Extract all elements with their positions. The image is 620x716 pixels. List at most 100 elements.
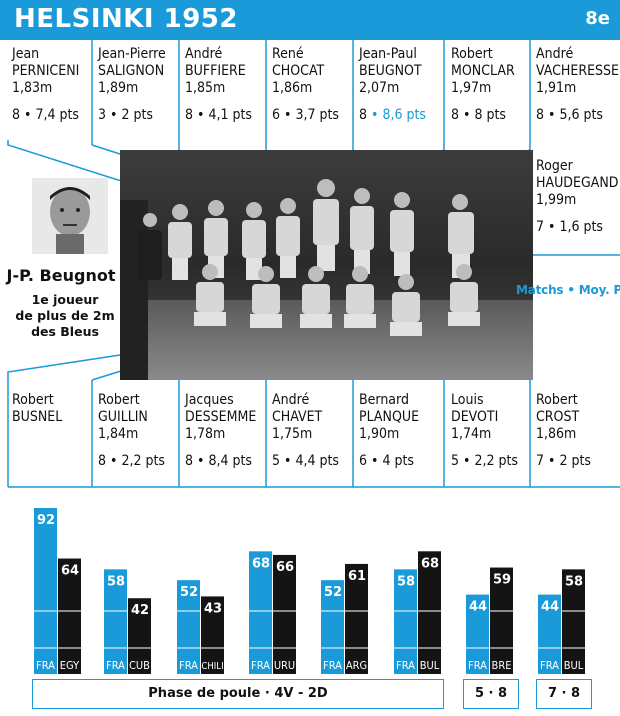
opponent-bar bbox=[58, 558, 81, 674]
player-last-name: SALIGNON bbox=[98, 63, 165, 79]
france-value: 92 bbox=[37, 513, 55, 528]
player-stats: 8 • 4,1 pts bbox=[185, 107, 252, 123]
france-team-label: FRA bbox=[468, 659, 487, 672]
player-stats: 8 • 7,4 pts bbox=[12, 107, 79, 123]
opponent-team-label: BUL bbox=[564, 659, 584, 672]
france-bar bbox=[34, 508, 57, 674]
player-stats: 8 • 8,6 pts bbox=[359, 107, 426, 123]
player-stats: 8 • 8,4 pts bbox=[185, 453, 252, 469]
player-stats: 8 • 5,6 pts bbox=[536, 107, 603, 123]
opponent-bar bbox=[490, 567, 513, 674]
player-card-beugnot: Jean-Paul BEUGNOT 2,07m 8 • 8,6 pts bbox=[359, 46, 426, 124]
player-height: 2,07m bbox=[359, 80, 400, 96]
player-stats: 5 • 2,2 pts bbox=[451, 453, 518, 469]
opponent-bar bbox=[128, 598, 151, 674]
opponent-bar bbox=[418, 551, 441, 674]
player-last-name: BUFFIERE bbox=[185, 63, 246, 79]
player-last-name: VACHERESSE bbox=[536, 63, 619, 79]
france-value: 52 bbox=[180, 585, 198, 600]
header-bar: HELSINKI 1952 8e bbox=[0, 0, 620, 40]
france-team-label: FRA bbox=[251, 659, 270, 672]
opponent-value: 58 bbox=[565, 574, 583, 589]
beugnot-portrait bbox=[32, 178, 108, 254]
player-card-busnel: Robert BUSNEL bbox=[12, 392, 62, 426]
player-card-crost: Robert CROST 1,86m 7 • 2 pts bbox=[536, 392, 591, 470]
player-card-dessemme: Jacques DESSEMME 1,78m 8 • 8,4 pts bbox=[185, 392, 256, 470]
france-team-label: FRA bbox=[323, 659, 342, 672]
france-team-label: FRA bbox=[36, 659, 55, 672]
final-rank: 8e bbox=[585, 8, 610, 29]
player-height: 1,90m bbox=[359, 426, 400, 442]
player-first-name: Bernard bbox=[359, 392, 409, 408]
player-last-name: CROST bbox=[536, 409, 580, 425]
stats-legend: Matchs • Moy. Pts bbox=[516, 283, 620, 297]
player-card-vacheresse: André VACHERESSE 1,91m 8 • 5,6 pts bbox=[536, 46, 619, 124]
phase-7-8-label: 7 · 8 bbox=[536, 679, 592, 709]
opponent-team-label: BUL bbox=[420, 659, 440, 672]
france-bar bbox=[177, 580, 200, 674]
france-bar bbox=[321, 580, 344, 674]
player-last-name: DEVOTI bbox=[451, 409, 499, 425]
france-team-label: FRA bbox=[540, 659, 559, 672]
france-value: 58 bbox=[397, 574, 415, 589]
player-last-name: MONCLAR bbox=[451, 63, 515, 79]
player-first-name: Roger bbox=[536, 158, 573, 174]
player-height: 1,89m bbox=[98, 80, 139, 96]
opponent-value: 64 bbox=[61, 564, 79, 579]
player-last-name: PERNICENI bbox=[12, 63, 80, 79]
player-last-name: DESSEMME bbox=[185, 409, 257, 425]
france-value: 44 bbox=[469, 600, 487, 615]
player-stats: 7 • 2 pts bbox=[536, 453, 591, 469]
opponent-bar bbox=[345, 563, 368, 674]
player-height: 1,91m bbox=[536, 80, 577, 96]
player-height: 1,86m bbox=[272, 80, 313, 96]
player-card-buffiere: André BUFFIERE 1,85m 8 • 4,1 pts bbox=[185, 46, 252, 124]
opponent-value: 68 bbox=[421, 556, 439, 571]
player-height: 1,75m bbox=[272, 426, 313, 442]
player-first-name: André bbox=[536, 46, 574, 62]
opponent-team-label: BRE bbox=[492, 659, 512, 672]
player-last-name: GUILLIN bbox=[98, 409, 148, 425]
player-stats: 8 • 2,2 pts bbox=[98, 453, 165, 469]
opponent-team-label: ARG bbox=[346, 659, 367, 672]
opponent-value: 43 bbox=[204, 601, 222, 616]
player-height: 1,97m bbox=[451, 80, 492, 96]
score-chart: 92 FRA 64 EGY 58 FRA 42 CUB 52 FRA 43 CHILI 68 FRA 66 U… bbox=[34, 508, 585, 674]
player-first-name: Robert bbox=[451, 46, 493, 62]
player-first-name: André bbox=[185, 46, 223, 62]
player-last-name: HAUDEGAND bbox=[536, 175, 619, 191]
player-card-salignon: Jean-Pierre SALIGNON 1,89m 3 • 2 pts bbox=[98, 46, 166, 124]
player-stats: 5 • 4,4 pts bbox=[272, 453, 339, 469]
player-card-devoti: Louis DEVOTI 1,74m 5 • 2,2 pts bbox=[451, 392, 518, 470]
france-team-label: FRA bbox=[106, 659, 125, 672]
player-height: 1,83m bbox=[12, 80, 53, 96]
player-first-name: Jean-Paul bbox=[359, 46, 417, 62]
france-team-label: FRA bbox=[179, 659, 198, 672]
france-value: 68 bbox=[252, 556, 270, 571]
player-first-name: Jacques bbox=[185, 392, 234, 408]
opponent-value: 61 bbox=[348, 569, 366, 584]
player-card-chavet: André CHAVET 1,75m 5 • 4,4 pts bbox=[272, 392, 339, 470]
opponent-team-label: EGY bbox=[60, 659, 80, 672]
player-card-chocat: René CHOCAT 1,86m 6 • 3,7 pts bbox=[272, 46, 339, 124]
player-stats: 8 • 8 pts bbox=[451, 107, 506, 123]
phase-5-8-label: 5 · 8 bbox=[463, 679, 519, 709]
player-card-perniceni: Jean PERNICENI 1,83m 8 • 7,4 pts bbox=[12, 46, 79, 124]
france-value: 52 bbox=[324, 585, 342, 600]
player-height: 1,99m bbox=[536, 192, 577, 208]
phase-pool-label: Phase de poule · 4V - 2D bbox=[32, 679, 444, 709]
player-first-name: Robert bbox=[536, 392, 578, 408]
player-stats: 3 • 2 pts bbox=[98, 107, 153, 123]
opponent-bar bbox=[201, 596, 224, 674]
player-last-name: CHOCAT bbox=[272, 63, 325, 79]
beugnot-caption-name: J-P. Beugnot bbox=[6, 266, 116, 285]
opponent-team-label: URU bbox=[274, 659, 295, 672]
player-card-monclar: Robert MONCLAR 1,97m 8 • 8 pts bbox=[451, 46, 515, 124]
player-first-name: Louis bbox=[451, 392, 484, 408]
france-bar bbox=[538, 594, 561, 674]
france-bar bbox=[466, 594, 489, 674]
player-first-name: Jean-Pierre bbox=[98, 46, 166, 62]
opponent-value: 59 bbox=[493, 573, 511, 588]
player-last-name: PLANQUE bbox=[359, 409, 420, 425]
player-height: 1,84m bbox=[98, 426, 139, 442]
